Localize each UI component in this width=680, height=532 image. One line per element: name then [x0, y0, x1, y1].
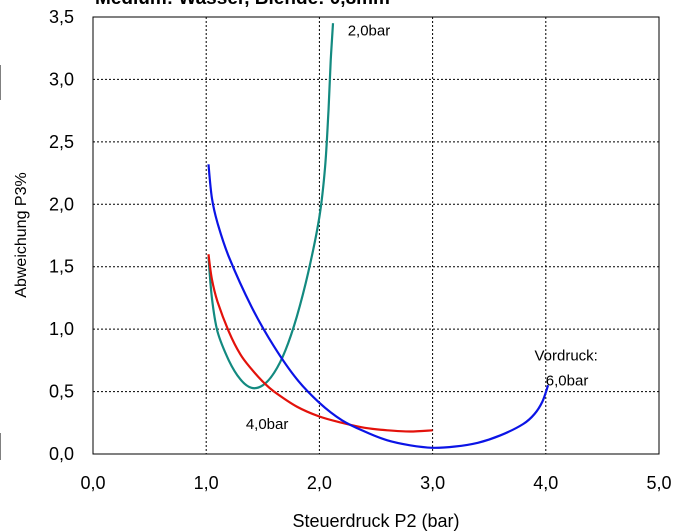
x-tick-label: 0,0	[80, 473, 105, 493]
y-axis-label: Abweichung P3%	[13, 172, 30, 297]
y-tick-label: 2,5	[49, 132, 74, 152]
y-tick-label: 3,5	[49, 7, 74, 27]
series-line	[207, 23, 335, 390]
y-tick-label: 3,0	[49, 69, 74, 89]
series-line	[207, 164, 550, 449]
x-tick-label: 3,0	[420, 473, 445, 493]
annotation-label: Vordruck:	[534, 347, 597, 364]
y-tick-label: 0,0	[49, 444, 74, 464]
annotation-label: 4,0bar	[246, 416, 289, 433]
annotation-label: 2,0bar	[348, 23, 391, 40]
grid	[93, 17, 659, 454]
plot-frame	[92, 16, 660, 455]
y-tick-label: 2,0	[49, 194, 74, 214]
x-tick-label: 4,0	[533, 473, 558, 493]
x-tick-label: 5,0	[646, 473, 671, 493]
x-tick-labels: 0,0 1,0 2,0 3,0 4,0 5,0	[80, 473, 671, 493]
y-tick-label: 1,5	[49, 257, 74, 277]
series-group	[207, 23, 550, 449]
x-axis-label: Steuerdruck P2 (bar)	[292, 511, 459, 531]
y-tick-labels: 0,0 0,5 1,0 1,5 2,0 2,5 3,0 3,5	[49, 7, 74, 464]
x-tick-label: 2,0	[307, 473, 332, 493]
y-tick-label: 0,5	[49, 382, 74, 402]
annotation-label: 6,0bar	[546, 372, 589, 389]
x-tick-label: 1,0	[194, 473, 219, 493]
series-line	[207, 254, 433, 433]
annotations: 2,0bar 4,0bar Vordruck: 6,0bar	[246, 23, 598, 433]
chart-title: Medium: Wasser, Blende: 0,8mm	[95, 0, 390, 9]
y-tick-label: 1,0	[49, 319, 74, 339]
